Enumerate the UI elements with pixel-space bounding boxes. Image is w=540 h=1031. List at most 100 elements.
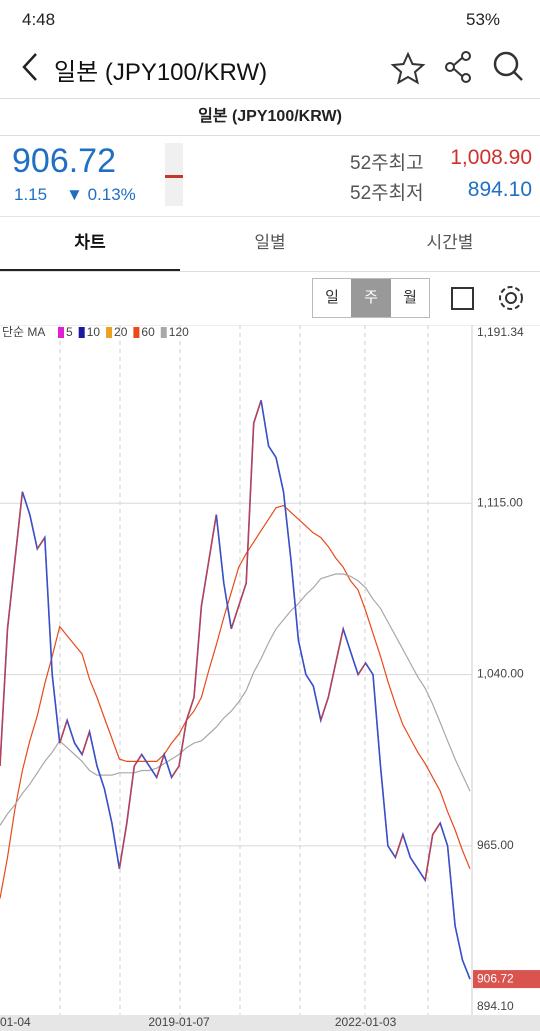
price-segment [372,674,382,767]
price-segment [342,628,352,652]
price-segment [245,423,255,584]
price-segment [253,400,262,424]
price-segment [126,765,135,824]
price-segment [59,720,68,744]
price-segment [148,765,158,778]
x-tick-label: 2022-01-03 [335,1015,397,1029]
settings[interactable] [499,286,523,310]
price-segment [379,765,389,846]
price-segment [96,765,106,789]
price: 906.72 [12,142,116,180]
legend-label: 120 [169,325,189,339]
y-tick-label: 894.10 [477,999,514,1013]
price-segment [141,754,150,767]
period-button[interactable]: 주 [351,279,391,317]
price-segment [215,514,225,584]
price-segment [297,640,307,675]
price-segment [200,560,210,607]
change: 1.15 [14,185,48,204]
price-segment [394,834,404,858]
high-label: 52주최고 [350,153,424,174]
share[interactable] [445,51,471,83]
change-percent: ▼ 0.13% [66,185,136,204]
chart: 1,191.34 1,115.00 1,040.00 965.00 894.10 01-0… [0,325,540,1031]
legend-label: 20 [114,325,128,339]
y-tick-label: 965.00 [477,838,514,852]
price-segment [335,628,344,664]
price-segment [36,537,46,550]
legend-swatch [160,327,167,338]
chart-tools [451,286,523,310]
ma-line [0,504,471,899]
price-segment [88,731,98,767]
price-segment [282,491,292,561]
range-marker [165,175,183,178]
price-segment [417,868,426,881]
low-label: 52주최저 [350,183,424,204]
price-segment [6,560,16,629]
price-segment [230,605,240,630]
price-segment [111,822,120,869]
price-segment [133,754,143,767]
current-price-label: 906.72 [477,971,514,985]
period-button[interactable]: 일 [325,289,339,306]
price-segment [29,514,38,550]
price-segment [238,582,247,607]
ma-line [0,573,471,826]
legend-label: 10 [87,325,101,339]
battery: 53% [466,10,501,29]
y-tick-label: 1,191.34 [477,325,524,339]
vertical-grid [59,325,429,1015]
x-axis-band [0,1015,540,1031]
tab[interactable]: 차트 [0,217,180,271]
legend-swatch [58,327,64,338]
price-segment [365,662,374,675]
current-price-box [473,970,540,989]
search[interactable] [493,51,523,81]
price-segment [193,605,203,698]
price-segment [260,400,270,447]
price-segment [312,685,322,721]
change-percent-value: 0.13% [87,185,136,204]
price-segment [454,925,464,961]
y-tick-label: 1,040.00 [477,667,524,681]
high-value: 1,008.90 [450,146,532,169]
price-segment [424,834,434,881]
back[interactable] [22,53,37,81]
y-tick-label: 1,115.00 [477,495,523,509]
price-segment [171,765,180,778]
period-buttons: 일 주 월 [312,278,430,318]
price-segment [156,754,165,778]
x-tick-label: 01-04 [0,1015,31,1029]
price-segment [74,742,83,755]
price-segment [305,674,314,687]
price-segment [290,560,300,641]
price-segment [350,651,359,675]
header-title: 일본 (JPY100/KRW) [54,59,268,86]
status-time: 4:48 [22,10,56,29]
price-segment [51,674,61,744]
low-value: 894.10 [467,178,532,201]
price-segment [163,754,173,778]
price-segment [81,731,91,755]
price-segment [21,491,31,515]
price-line [0,400,471,980]
price-segment [432,822,441,835]
price-segment [357,662,367,675]
price-segment [327,663,337,698]
favorite[interactable] [390,51,426,85]
range-bar [165,143,183,206]
tab[interactable]: 시간별 [426,233,474,252]
price-segment [118,822,128,869]
checkbox[interactable] [451,287,474,310]
subtitle: 일본 (JPY100/KRW) [0,98,540,136]
price-segment [447,845,456,926]
price-segment [223,583,232,629]
legend-swatch [133,327,140,338]
price-segment [409,857,419,870]
price-segment [185,697,195,721]
period-button[interactable]: 월 [403,289,417,306]
tab[interactable]: 일별 [254,233,286,252]
legend-prefix: 단순 MA [2,325,45,339]
